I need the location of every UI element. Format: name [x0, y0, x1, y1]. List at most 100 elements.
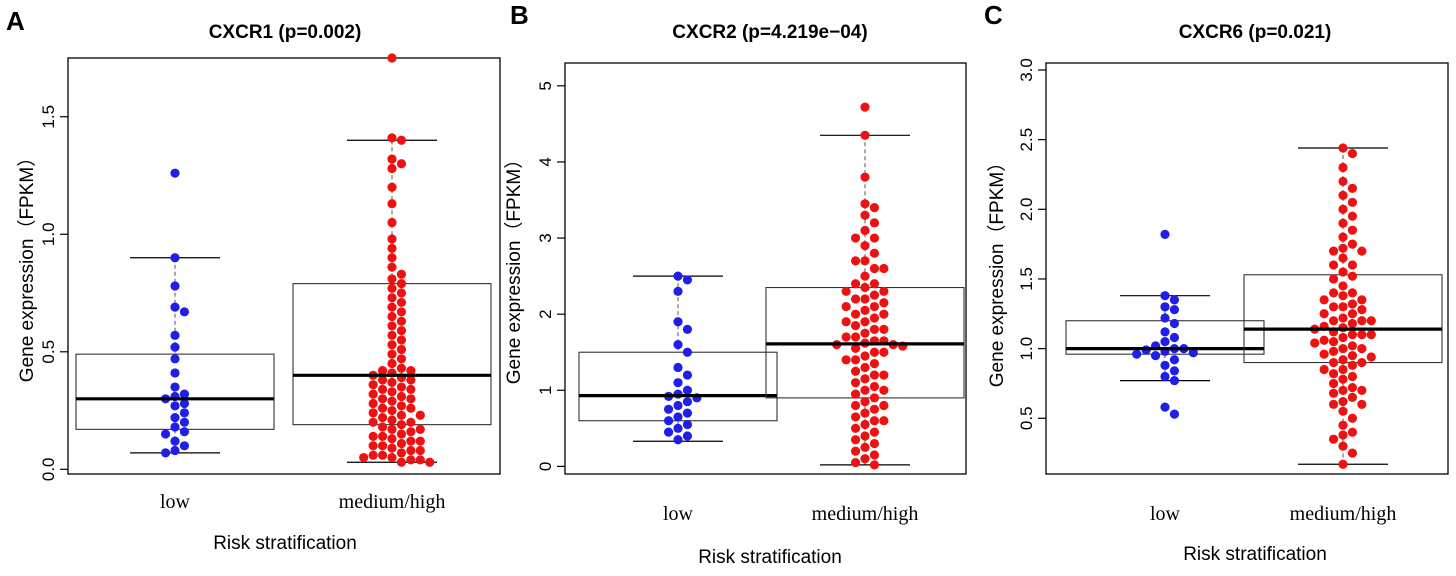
data-point — [387, 302, 397, 312]
data-point — [387, 424, 397, 434]
data-point — [1338, 355, 1348, 365]
data-point — [869, 416, 880, 426]
data-point — [879, 298, 889, 308]
data-point — [396, 135, 407, 145]
box-low — [75, 168, 275, 458]
data-point — [1328, 260, 1339, 270]
data-point — [879, 385, 889, 395]
data-point — [860, 328, 870, 338]
data-point — [1160, 229, 1170, 239]
data-point — [841, 286, 851, 296]
data-point — [179, 398, 190, 409]
data-point — [170, 302, 180, 312]
data-point — [368, 380, 378, 390]
data-point — [860, 419, 870, 430]
data-point — [869, 393, 880, 403]
data-point — [1347, 183, 1358, 193]
data-point — [1347, 239, 1358, 249]
data-point — [170, 422, 180, 432]
data-point — [1338, 291, 1348, 301]
data-point — [682, 370, 693, 380]
data-point — [396, 457, 407, 467]
data-point — [1328, 388, 1339, 398]
data-point — [850, 389, 861, 399]
data-point — [1328, 399, 1339, 409]
data-point — [396, 279, 407, 289]
data-point — [860, 271, 870, 281]
data-point — [406, 455, 416, 465]
x-axis-label: Risk stratification — [213, 533, 357, 554]
data-point — [387, 311, 397, 322]
data-point — [387, 199, 397, 209]
x-axis-label: Risk stratification — [1183, 544, 1327, 565]
y-tick-label: 2 — [536, 309, 555, 318]
y-axis-label: Gene expression（FPKM） — [16, 148, 38, 382]
plot-frame — [1045, 62, 1449, 475]
data-point — [1366, 352, 1376, 362]
data-point — [1150, 350, 1161, 361]
data-point — [850, 256, 861, 266]
data-point — [1347, 448, 1358, 458]
data-point — [170, 281, 180, 291]
data-point — [1357, 246, 1367, 256]
data-point — [1366, 330, 1376, 340]
data-point — [1338, 143, 1348, 153]
data-point — [1347, 371, 1358, 382]
y-axis-label: Gene expression（FPKM） — [503, 150, 525, 384]
data-point — [368, 398, 378, 409]
data-point — [869, 359, 880, 369]
data-point — [396, 391, 407, 402]
data-point — [377, 450, 388, 460]
data-point — [387, 154, 397, 164]
data-point — [673, 435, 683, 445]
data-point — [387, 349, 397, 359]
data-point — [406, 436, 416, 446]
data-point — [1347, 360, 1358, 370]
data-point — [869, 347, 880, 357]
data-point — [406, 375, 416, 385]
data-point — [860, 210, 870, 220]
x-category-label: medium/high — [812, 503, 919, 525]
data-point — [368, 408, 378, 418]
data-point — [1347, 211, 1358, 221]
data-point — [377, 431, 388, 441]
data-point — [1328, 316, 1339, 326]
data-point — [869, 450, 880, 460]
data-point — [869, 279, 880, 289]
data-point — [1160, 402, 1170, 412]
y-tick-label: 1.5 — [1017, 267, 1036, 291]
data-point — [860, 102, 870, 112]
data-point — [387, 217, 397, 228]
y-tick-label: 0 — [536, 462, 555, 471]
data-point — [879, 370, 889, 380]
data-point — [869, 370, 880, 380]
data-point — [1347, 271, 1358, 281]
data-point — [170, 412, 180, 423]
data-point — [387, 415, 397, 425]
chart-panel-b: B CXCR2 (p=4.219e−04) 0 1 2 3 4 5 Gene expressio… — [503, 0, 967, 568]
data-point — [387, 243, 397, 253]
data-point — [682, 275, 693, 285]
y-tick-label: 0.5 — [1017, 406, 1036, 430]
data-point — [1169, 409, 1180, 419]
data-point — [850, 309, 861, 319]
data-point — [170, 330, 180, 340]
data-point — [879, 309, 889, 319]
data-point — [1357, 385, 1367, 396]
data-point — [396, 335, 407, 345]
data-point — [860, 431, 870, 441]
data-point — [850, 378, 861, 388]
data-point — [387, 53, 397, 63]
data-point — [841, 355, 851, 365]
data-point — [1169, 355, 1180, 365]
data-point — [179, 441, 190, 451]
data-point — [1347, 413, 1358, 423]
data-point — [387, 377, 397, 387]
data-point — [387, 452, 397, 463]
data-point — [1328, 369, 1339, 379]
x-category-label: low — [663, 503, 694, 525]
data-point — [673, 400, 683, 411]
data-point — [170, 436, 180, 446]
data-point — [663, 416, 674, 426]
y-axis-label: Gene expression（FPKM） — [986, 153, 1008, 387]
